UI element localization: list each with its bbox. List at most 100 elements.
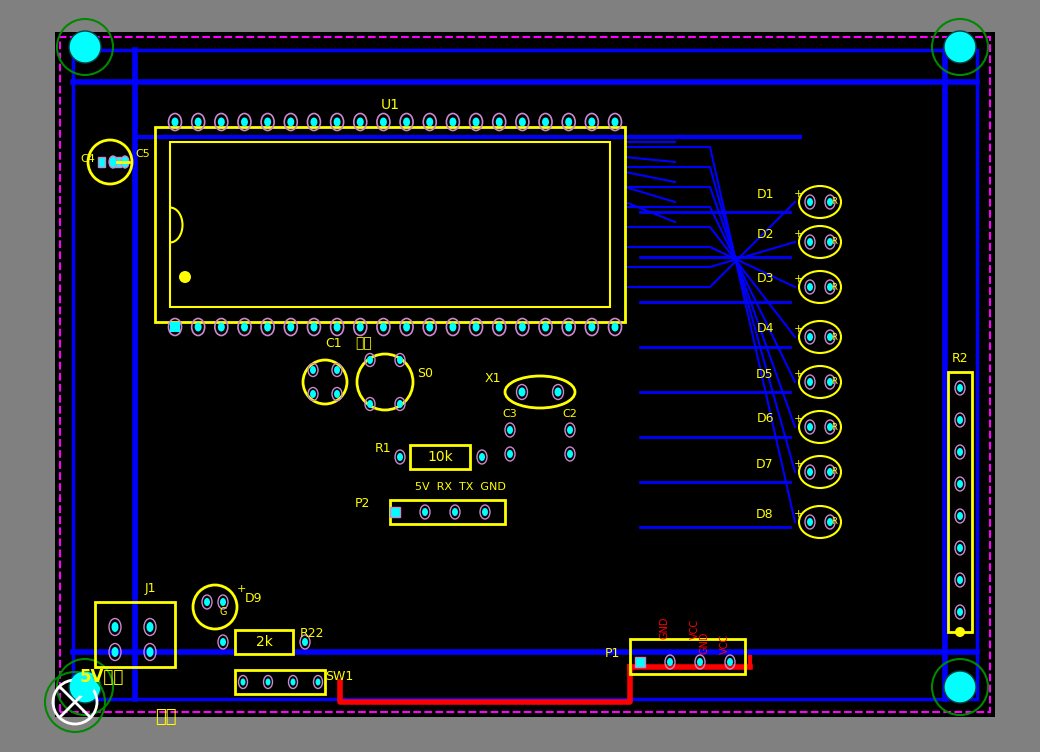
Text: +: +: [794, 414, 803, 424]
Ellipse shape: [264, 117, 271, 126]
Circle shape: [179, 271, 191, 283]
Ellipse shape: [334, 117, 341, 126]
Ellipse shape: [827, 333, 833, 341]
Ellipse shape: [121, 156, 129, 168]
Bar: [98, 157, 105, 167]
Bar: [948, 372, 972, 632]
Text: R1: R1: [375, 442, 392, 455]
Text: D2: D2: [756, 228, 774, 241]
Ellipse shape: [111, 647, 119, 657]
FancyBboxPatch shape: [235, 630, 293, 654]
Ellipse shape: [310, 390, 316, 398]
Ellipse shape: [380, 117, 387, 126]
Ellipse shape: [612, 117, 619, 126]
Text: C3: C3: [502, 409, 517, 419]
Text: +: +: [794, 324, 803, 334]
Ellipse shape: [496, 323, 502, 332]
Text: +: +: [794, 369, 803, 379]
Ellipse shape: [404, 323, 410, 332]
Ellipse shape: [807, 333, 813, 341]
Ellipse shape: [217, 323, 225, 332]
Ellipse shape: [807, 238, 813, 246]
Ellipse shape: [449, 323, 457, 332]
Ellipse shape: [957, 416, 963, 424]
Text: D7: D7: [756, 457, 774, 471]
Ellipse shape: [311, 323, 317, 332]
Circle shape: [955, 627, 965, 637]
Ellipse shape: [957, 512, 963, 520]
Text: D1: D1: [756, 187, 774, 201]
Bar: [155, 127, 625, 322]
Ellipse shape: [315, 678, 320, 686]
Ellipse shape: [508, 426, 513, 434]
FancyBboxPatch shape: [410, 445, 470, 469]
Text: D8: D8: [756, 508, 774, 520]
Ellipse shape: [807, 468, 813, 476]
Ellipse shape: [241, 117, 248, 126]
Text: D6: D6: [756, 413, 774, 426]
Ellipse shape: [496, 117, 502, 126]
Text: R: R: [831, 198, 837, 207]
Ellipse shape: [357, 117, 364, 126]
Ellipse shape: [380, 323, 387, 332]
Circle shape: [71, 672, 95, 696]
Ellipse shape: [220, 598, 226, 606]
Ellipse shape: [554, 387, 562, 396]
Ellipse shape: [172, 323, 179, 332]
Bar: [170, 142, 610, 307]
Ellipse shape: [334, 390, 340, 398]
Ellipse shape: [452, 508, 458, 516]
Text: +: +: [794, 189, 803, 199]
Text: G: G: [220, 607, 228, 617]
Ellipse shape: [519, 323, 526, 332]
Ellipse shape: [194, 323, 202, 332]
Text: 开关: 开关: [155, 708, 177, 726]
Ellipse shape: [807, 378, 813, 386]
Text: 复位: 复位: [355, 336, 371, 350]
Ellipse shape: [957, 576, 963, 584]
Bar: [630, 639, 745, 674]
Ellipse shape: [426, 323, 434, 332]
Ellipse shape: [589, 323, 595, 332]
Ellipse shape: [957, 544, 963, 552]
Text: GND: GND: [700, 632, 710, 654]
Ellipse shape: [422, 508, 428, 516]
Ellipse shape: [265, 678, 270, 686]
Ellipse shape: [519, 387, 525, 396]
Text: R: R: [831, 238, 837, 247]
Text: C4: C4: [80, 154, 95, 164]
Ellipse shape: [357, 323, 364, 332]
Ellipse shape: [957, 480, 963, 488]
Text: U1: U1: [381, 98, 399, 112]
Ellipse shape: [194, 117, 202, 126]
Text: D5: D5: [756, 368, 774, 381]
Ellipse shape: [807, 283, 813, 291]
Ellipse shape: [310, 366, 316, 374]
Text: D3: D3: [756, 272, 774, 286]
Text: C5: C5: [135, 149, 150, 159]
Ellipse shape: [426, 117, 434, 126]
Text: D9: D9: [245, 592, 262, 605]
Ellipse shape: [957, 448, 963, 456]
Bar: [635, 657, 645, 667]
Ellipse shape: [612, 323, 619, 332]
Ellipse shape: [241, 323, 248, 332]
Text: 10k: 10k: [427, 450, 452, 464]
Ellipse shape: [565, 117, 572, 126]
Text: R: R: [831, 517, 837, 526]
Bar: [170, 322, 180, 332]
Text: 5V  RX  TX  GND: 5V RX TX GND: [415, 482, 505, 492]
Circle shape: [944, 31, 976, 63]
Ellipse shape: [697, 658, 703, 666]
Ellipse shape: [287, 323, 294, 332]
Text: +: +: [794, 274, 803, 284]
Bar: [390, 507, 400, 517]
Ellipse shape: [957, 384, 963, 392]
Ellipse shape: [240, 678, 245, 686]
Ellipse shape: [807, 518, 813, 526]
Ellipse shape: [482, 508, 488, 516]
Ellipse shape: [147, 647, 154, 657]
Ellipse shape: [334, 366, 340, 374]
Ellipse shape: [472, 323, 479, 332]
Ellipse shape: [264, 323, 271, 332]
